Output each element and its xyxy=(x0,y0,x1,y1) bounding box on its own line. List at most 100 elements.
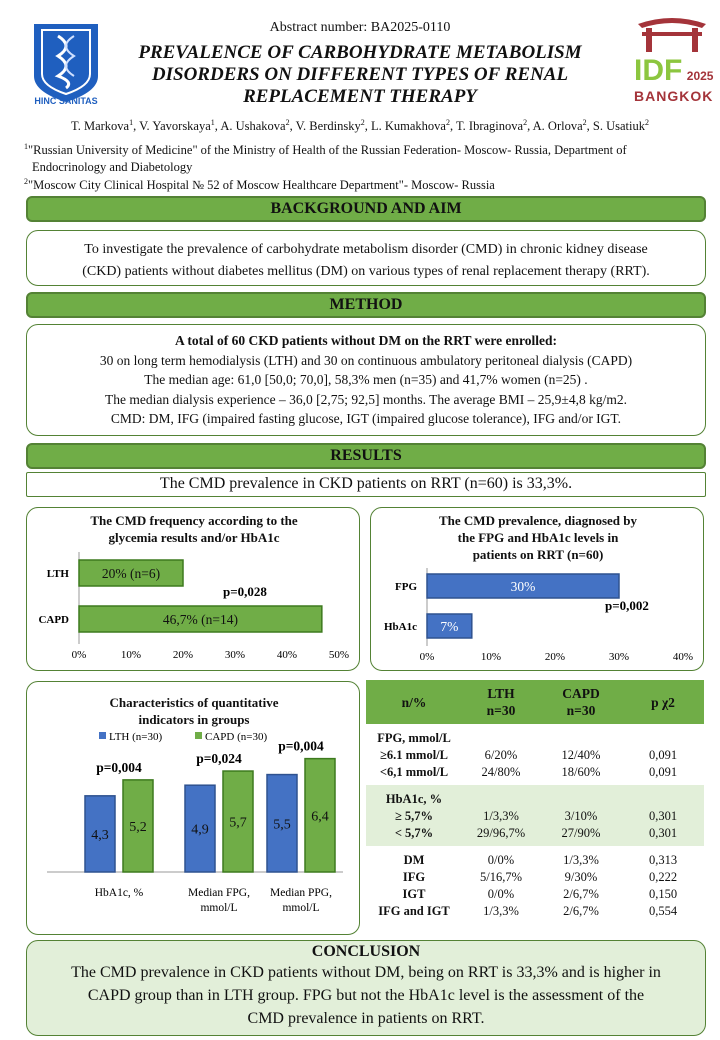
data-label: 30% xyxy=(511,579,536,594)
x-tick-label: 20% xyxy=(545,651,565,663)
chart-cmd-prevalence: The CMD prevalence, diagnosed by the FPG… xyxy=(370,507,704,671)
category-label: HbA1c, % xyxy=(95,887,144,899)
method-line: The median dialysis experience – 36,0 [2… xyxy=(105,391,627,407)
table-cell: HbA1c, % ≥ 5,7% < 5,7% xyxy=(366,785,462,846)
table-cell-value: 0/0% xyxy=(487,853,515,867)
category-label: Median PPG, xyxy=(270,887,332,899)
method-line: The median age: 61,0 [50,0; 70,0], 58,3%… xyxy=(144,372,588,387)
chart-1-plot: 0% 10% 20% 30% 40% 50% LTH 20% (n=6) CAPD 46,7% (… xyxy=(38,552,349,661)
table-cell: 0,301 0,301 xyxy=(622,785,704,846)
table-cell-value xyxy=(542,730,620,747)
table-cell: 0,091 0,091 xyxy=(622,724,704,785)
bar-lth xyxy=(84,795,116,873)
table-cell-value: 0,554 xyxy=(648,904,678,918)
chart-quantitative-indicators: Characteristics of quantitative indicato… xyxy=(26,681,360,935)
table-cell: DM IFG IGT IFG and IGT xyxy=(366,846,462,924)
legend-swatch xyxy=(195,732,202,739)
affiliation-1: 1"Russian University of Medicine" of the… xyxy=(24,138,704,176)
table-cell-value: 29/96,7% xyxy=(476,826,526,840)
table-cell-value: 5/16,7% xyxy=(479,870,522,884)
category-label: mmol/L xyxy=(200,902,237,914)
affiliation-sup: 1 xyxy=(24,142,28,151)
p-value-annotation: p=0,004 xyxy=(96,760,142,775)
affiliation-text: "Moscow City Clinical Hospital № 52 of M… xyxy=(28,178,495,193)
author-sup: 1 xyxy=(129,118,134,127)
table-cell-value: 1/3,3% xyxy=(483,809,519,823)
data-label: 20% (n=6) xyxy=(102,566,160,581)
table-header-cell: p χ2 xyxy=(622,680,704,724)
title-line: PREVALENCE OF CARBOHYDRATE METABOLISM xyxy=(138,42,582,63)
author-sup: 2 xyxy=(285,118,290,127)
author-name: T. Markova xyxy=(71,119,130,134)
title-line: REPLACEMENT THERAPY xyxy=(243,86,477,107)
chart-3-plot: LTH (n=30) CAPD (n=30) 4,3 5,2 p=0,004 HbA1c,… xyxy=(47,731,343,914)
p-value-annotation: p=0,002 xyxy=(605,598,649,613)
table-cell: 6/20% 24/80% xyxy=(462,724,540,785)
table-cell-value: 0,301 xyxy=(648,826,678,840)
conclusion-line: CMD prevalence in patients on RRT. xyxy=(247,1010,485,1027)
table-cell-value xyxy=(464,730,538,747)
table-cell-value: 2/6,7% xyxy=(563,887,599,901)
author-sup: 2 xyxy=(360,118,365,127)
chart-1-title: The CMD frequency according to the glyce… xyxy=(37,512,351,546)
category-label: FPG xyxy=(395,581,417,593)
table-cell-value: 18/60% xyxy=(561,765,601,779)
abstract-number: Abstract number: BA2025-0110 xyxy=(269,20,451,35)
poster-title: PREVALENCE OF CARBOHYDRATE METABOLISM DI… xyxy=(120,42,600,108)
table-cell: 3/10% 27/90% xyxy=(540,785,622,846)
x-tick-label: 10% xyxy=(121,649,141,661)
affiliation-2: 2"Moscow City Clinical Hospital № 52 of … xyxy=(24,173,704,194)
table-cell-value: 3/10% xyxy=(564,809,598,823)
table-cell-value: <6,1 mmol/L xyxy=(379,765,449,779)
method-head: A total of 60 CKD patients without DM on… xyxy=(174,333,557,348)
background-line: (CKD) patients without diabetes mellitus… xyxy=(82,264,650,279)
table-cell-value: 0/0% xyxy=(487,887,515,901)
table-cell-value: 27/90% xyxy=(561,826,601,840)
table-cell-value: 0,091 xyxy=(648,748,678,762)
author-list: T. Markova1, V. Yavorskaya1, A. Ushakova… xyxy=(20,118,700,134)
table-cell-value xyxy=(542,791,620,808)
data-label: 5,2 xyxy=(129,820,147,835)
data-label: 4,9 xyxy=(191,823,209,838)
chart-title-line: patients on RRT (n=60) xyxy=(472,547,604,562)
data-label: 7% xyxy=(440,619,458,634)
author-sup: 1 xyxy=(210,118,215,127)
table-cell-value: 9/30% xyxy=(564,870,598,884)
author: A. Orlova2, xyxy=(532,118,593,134)
bar-lth xyxy=(266,773,298,873)
author-name: A. Orlova xyxy=(532,119,583,134)
bar-capd xyxy=(222,770,254,873)
author-name: S. Usatiuk xyxy=(592,119,645,134)
x-tick-label: 40% xyxy=(277,649,297,661)
chart-3-title: Characteristics of quantitative indicato… xyxy=(37,694,351,728)
author: T. Markova1, xyxy=(71,118,140,134)
author: V. Berdinsky2, xyxy=(295,118,371,134)
bar-capd xyxy=(78,605,323,633)
conclusion-box: CONCLUSION The CMD prevalence in CKD pat… xyxy=(26,940,706,1036)
table-cell-value: ≥ 5,7% xyxy=(394,809,434,823)
chart-title-line: indicators in groups xyxy=(138,712,250,727)
legend-label: LTH (n=30) xyxy=(109,731,162,743)
data-label: 4,3 xyxy=(91,828,109,843)
chart-title-line: glycemia results and/or HbA1c xyxy=(108,530,280,545)
university-logo-text: HINC SANITAS xyxy=(34,96,98,106)
table-cell-value: 1/3,3% xyxy=(483,904,519,918)
results-heading: RESULTS xyxy=(26,443,706,469)
method-box: A total of 60 CKD patients without DM on… xyxy=(26,324,706,436)
table-cell-value xyxy=(624,791,702,808)
table-cell-value: 0,150 xyxy=(648,887,678,901)
p-value-annotation: p=0,028 xyxy=(223,584,267,599)
table-cell-value: FPG, mmol/L xyxy=(377,731,451,745)
conclusion-line: CAPD group than in LTH group. FPG but no… xyxy=(87,987,645,1004)
table-cell-value: HbA1c, % xyxy=(385,792,443,806)
bar-capd xyxy=(122,779,154,873)
table-cell-value: 12/40% xyxy=(561,748,601,762)
table-cell-value: 2/6,7% xyxy=(563,904,599,918)
method-line: 30 on long term hemodialysis (LTH) and 3… xyxy=(99,352,633,368)
table-cell: 1/3,3% 9/30% 2/6,7% 2/6,7% xyxy=(540,846,622,924)
table-row: HbA1c, % ≥ 5,7% < 5,7% 1/3,3% 29/96,7% 3/10% 2… xyxy=(366,785,704,846)
chart-title-line: The CMD frequency according to the xyxy=(90,513,298,528)
author: A. Ushakova2, xyxy=(220,118,296,134)
data-label: 5,7 xyxy=(229,816,247,831)
table-cell: 0/0% 5/16,7% 0/0% 1/3,3% xyxy=(462,846,540,924)
